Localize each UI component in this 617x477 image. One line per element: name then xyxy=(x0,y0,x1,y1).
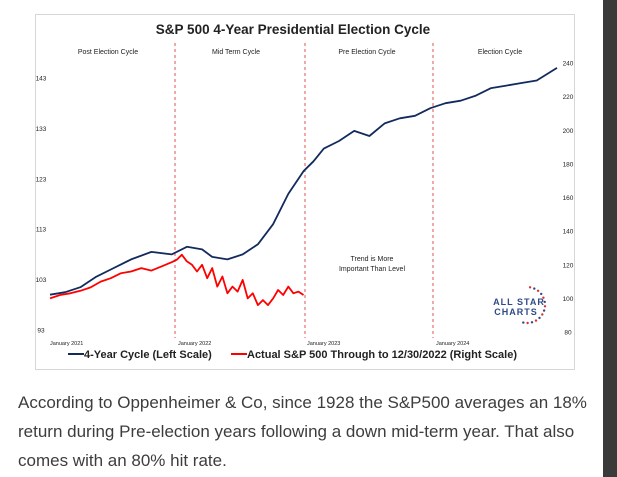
legend-label: 4-Year Cycle (Left Scale) xyxy=(84,349,212,361)
four-year-cycle-line xyxy=(49,67,558,296)
logo-line-1: ALL STAR xyxy=(493,297,545,307)
right-axis-tick-label: 160 xyxy=(563,195,574,202)
right-axis-tick-label: 180 xyxy=(563,161,574,168)
left-axis-tick-label: 93 xyxy=(37,328,45,335)
logo-star xyxy=(542,296,545,299)
logo-star xyxy=(540,292,543,296)
phase-label: Election Cycle xyxy=(478,49,522,56)
logo-star xyxy=(543,305,547,308)
x-axis-tick-label: January 2022 xyxy=(178,341,211,347)
left-axis-tick-label: 103 xyxy=(36,277,47,284)
logo-star xyxy=(528,286,532,289)
logo-star xyxy=(541,313,544,316)
right-axis-tick-label: 100 xyxy=(563,296,574,303)
phase-label: Pre Election Cycle xyxy=(338,49,395,56)
phase-label: Mid Term Cycle xyxy=(212,49,260,56)
chart-annotation-line: Important Than Level xyxy=(339,266,405,273)
phase-label: Post Election Cycle xyxy=(78,49,138,56)
left-axis-tick-label: 143 xyxy=(36,76,47,83)
x-axis-tick-label: January 2024 xyxy=(436,341,469,347)
logo-star-arc-icon xyxy=(522,286,547,325)
all-star-charts-logo: ALL STAR CHARTS xyxy=(493,286,547,325)
left-axis-tick-label: 133 xyxy=(36,126,47,133)
actual-sp500-line xyxy=(49,253,304,307)
right-axis-tick-label: 120 xyxy=(563,262,574,269)
logo-star xyxy=(543,300,546,304)
left-axis-tick-label: 113 xyxy=(36,227,47,234)
logo-star xyxy=(536,289,540,292)
legend-label: Actual S&P 500 Through to 12/30/2022 (Ri… xyxy=(247,349,517,361)
logo-star xyxy=(534,319,538,322)
right-axis-tick-label: 200 xyxy=(563,128,574,135)
logo-line-2: CHARTS xyxy=(494,307,538,317)
logo-star xyxy=(542,309,546,312)
logo-star xyxy=(538,316,541,320)
left-axis-tick-label: 123 xyxy=(36,176,47,183)
right-axis-tick-label: 240 xyxy=(563,61,574,68)
chart-annotation-line: Trend is More xyxy=(351,256,394,263)
logo-star xyxy=(530,321,534,324)
article-caption: According to Oppenheimer & Co, since 192… xyxy=(18,393,587,470)
logo-star xyxy=(522,321,525,324)
logo-star xyxy=(533,287,536,290)
x-axis-tick-label: January 2023 xyxy=(307,341,340,347)
election-cycle-chart: S&P 500 4-Year Presidential Election Cyc… xyxy=(36,22,574,361)
right-axis-tick-label: 140 xyxy=(563,229,574,236)
right-axis-tick-label: 80 xyxy=(564,330,572,337)
chart-title: S&P 500 4-Year Presidential Election Cyc… xyxy=(156,22,431,37)
right-axis-tick-label: 220 xyxy=(563,94,574,101)
logo-star xyxy=(526,321,529,325)
page-scrollbar-edge xyxy=(603,0,617,477)
x-axis-tick-label: January 2021 xyxy=(50,341,83,347)
